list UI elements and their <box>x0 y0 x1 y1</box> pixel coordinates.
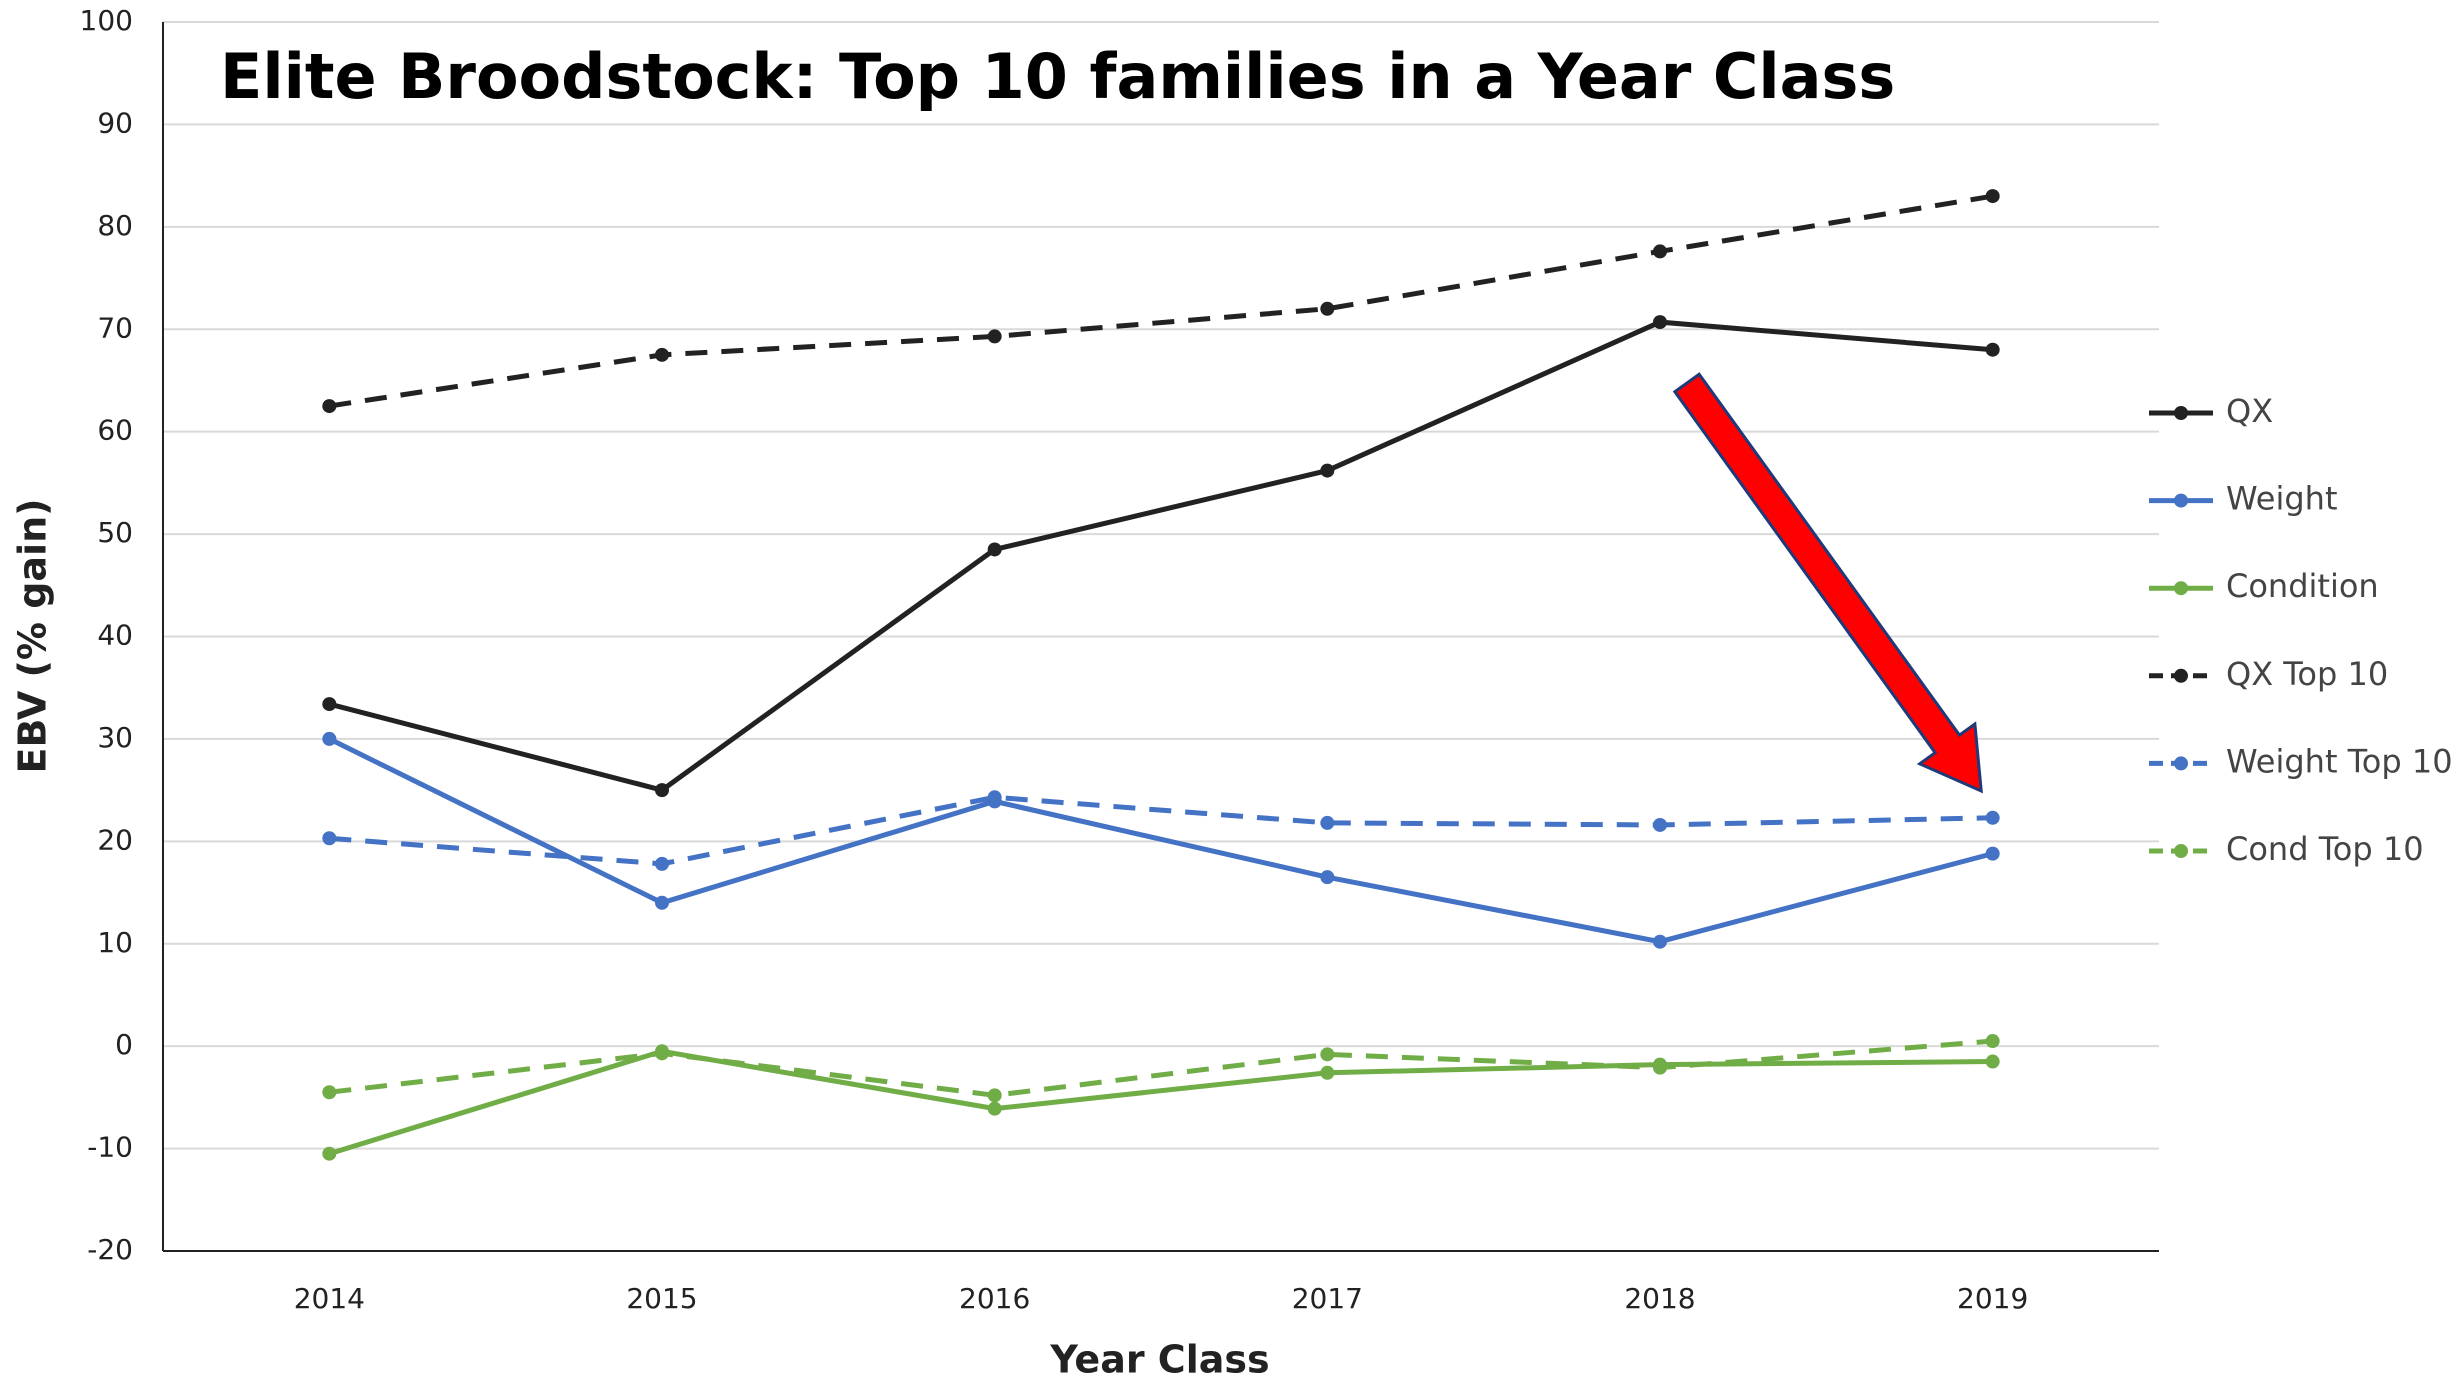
legend-label: QX Top 10 <box>2226 655 2388 693</box>
y-tick-label: -10 <box>87 1131 133 1164</box>
legend-marker <box>2174 581 2188 596</box>
y-tick-label: 100 <box>80 4 133 37</box>
x-tick-label: 2017 <box>1292 1282 1363 1315</box>
data-point <box>1320 1047 1335 1062</box>
data-point <box>987 329 1002 344</box>
data-point <box>987 1101 1002 1116</box>
plot-area: -20 -10 0 10 20 30 40 50 60 70 80 90 100 2014 2015 2016… <box>80 4 2453 1315</box>
data-point <box>1653 315 1667 330</box>
annotation-arrow <box>1672 372 1983 794</box>
series-line <box>329 794 1993 867</box>
legend-marker <box>2174 844 2188 858</box>
y-tick-label: 30 <box>97 721 133 754</box>
x-tick-label: 2015 <box>626 1282 697 1315</box>
data-point <box>322 731 337 746</box>
data-point <box>1985 189 2000 204</box>
series-line <box>328 319 1993 793</box>
legend-label: Cond Top 10 <box>2226 830 2424 868</box>
y-tick-label: 50 <box>97 516 133 549</box>
data-point <box>322 697 337 712</box>
y-tick-label: -20 <box>87 1233 133 1266</box>
data-point <box>1985 1054 2000 1069</box>
data-point <box>322 831 337 846</box>
series-line <box>329 1038 1993 1098</box>
data-point <box>1653 817 1667 832</box>
series-line <box>328 193 1994 409</box>
legend-label: QX <box>2226 392 2273 430</box>
y-tick-label: 90 <box>97 106 133 139</box>
data-point <box>1985 342 2000 357</box>
legend-label: Condition <box>2226 567 2379 605</box>
arrow-shape <box>1672 372 1983 794</box>
y-tick-label: 20 <box>97 823 133 856</box>
series-line <box>328 736 1994 945</box>
data-point <box>655 347 669 362</box>
data-point <box>1653 244 1667 259</box>
data-point <box>1320 1065 1335 1080</box>
data-point <box>1985 810 2000 825</box>
data-point <box>322 399 337 414</box>
x-tick-label: 2016 <box>959 1282 1030 1315</box>
data-point <box>1320 463 1335 478</box>
x-tick-label: 2018 <box>1624 1282 1695 1315</box>
y-tick-label: 80 <box>97 209 133 242</box>
data-point <box>1653 934 1667 949</box>
data-point <box>1320 301 1335 316</box>
data-point <box>1985 1034 2000 1049</box>
data-point <box>655 1046 669 1061</box>
x-tick-label: 2014 <box>294 1282 365 1315</box>
y-tick-label: 60 <box>97 414 133 447</box>
data-point <box>322 1085 337 1100</box>
y-tick-label: 10 <box>97 926 133 959</box>
y-tick-label: 40 <box>97 619 133 652</box>
data-point <box>1985 846 2000 861</box>
data-point <box>987 790 1002 805</box>
data-point <box>1320 815 1335 830</box>
series-line <box>328 1048 1993 1157</box>
y-tick-label: 70 <box>97 311 133 344</box>
legend-marker <box>2174 668 2188 683</box>
y-axis-title: EBV (% gain) <box>11 499 55 774</box>
legend-label: Weight Top 10 <box>2226 742 2453 780</box>
y-tick-label: 0 <box>115 1028 133 1061</box>
data-point <box>1320 870 1335 885</box>
data-point <box>987 542 1002 557</box>
data-point <box>322 1146 337 1161</box>
legend-marker <box>2174 406 2188 420</box>
data-point <box>655 856 669 871</box>
x-tick-label: 2019 <box>1957 1282 2028 1315</box>
legend-marker <box>2174 493 2188 508</box>
x-axis-title: Year Class <box>1049 1338 1269 1382</box>
data-point <box>1653 1060 1667 1075</box>
data-point <box>655 895 669 910</box>
legend-marker <box>2174 756 2188 771</box>
data-point <box>655 783 669 798</box>
chart-title: Elite Broodstock: Top 10 families in a Y… <box>220 40 1895 113</box>
data-point <box>987 1088 1002 1103</box>
legend-label: Weight <box>2226 480 2337 518</box>
